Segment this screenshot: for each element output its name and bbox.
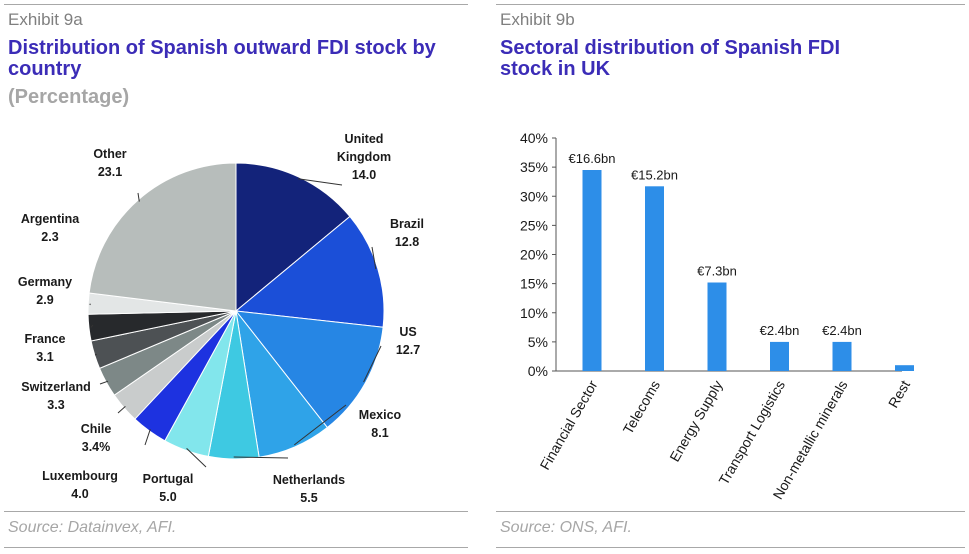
x-category-label-energy-supply: Energy Supply — [666, 378, 725, 465]
bar-data-label-telecoms: €15.2bn — [631, 167, 678, 182]
slice-label-other: Other — [93, 147, 126, 161]
x-category-label-financial-sector: Financial Sector — [537, 377, 601, 472]
slice-label-luxembourg: Luxembourg — [42, 469, 118, 483]
y-tick-label: 25% — [520, 217, 548, 233]
bottom-rule — [4, 511, 468, 512]
y-tick-label: 0% — [528, 363, 548, 379]
bar-financial-sector — [582, 170, 602, 371]
chart-title-line-2: stock in UK — [500, 58, 611, 80]
x-category-label-rest: Rest — [885, 377, 913, 410]
bottom-rule — [496, 511, 965, 512]
bar-telecoms — [645, 186, 664, 371]
slice-value-united-kingdom: 14.0 — [352, 168, 376, 182]
chart-subtitle: (Percentage) — [8, 86, 130, 108]
slice-value-chile: 3.4% — [82, 440, 111, 454]
slice-label-germany: Germany — [18, 275, 72, 289]
leader-line-germany — [90, 324, 94, 328]
leader-line-brazil — [371, 246, 377, 270]
leader-line-netherlands — [233, 456, 289, 459]
chart-title-line-2: country — [8, 58, 82, 80]
pie-slice-other — [88, 162, 237, 312]
slice-value-netherlands: 5.5 — [300, 491, 317, 505]
chart-title: Distribution of Spanish outward FDI stoc… — [8, 38, 436, 80]
bar-rest — [895, 365, 914, 371]
slice-value-mexico: 8.1 — [371, 426, 388, 440]
slice-label-united-kingdom: United — [345, 132, 384, 146]
slice-label-france: France — [25, 332, 66, 346]
y-tick-label: 30% — [520, 188, 548, 204]
y-tick-label: 10% — [520, 305, 548, 321]
slice-label-brazil: Brazil — [390, 217, 424, 231]
chart-title: Sectoral distribution of Spanish FDI sto… — [500, 38, 840, 80]
exhibit-label: Exhibit 9b — [500, 10, 575, 29]
slice-value-us: 12.7 — [396, 343, 420, 357]
footer-rule — [4, 547, 468, 548]
slice-label-netherlands: Netherlands — [273, 473, 345, 487]
x-category-label-transport-logistics: Transport Logistics — [715, 378, 788, 488]
leader-line-chile — [117, 406, 126, 414]
leader-line-portugal — [186, 448, 207, 468]
pie-slice-brazil — [234, 215, 385, 328]
slice-label-mexico: Mexico — [359, 408, 402, 422]
exhibit-label: Exhibit 9a — [8, 10, 83, 29]
leader-line-united-kingdom — [297, 178, 343, 186]
bar-data-label-non-metallic-minerals: €2.4bn — [822, 323, 862, 338]
slice-label-chile: Chile — [81, 422, 112, 436]
y-tick-label: 40% — [520, 130, 548, 146]
leader-line-mexico — [293, 404, 347, 446]
pie-chart: United Kingdom 14.0 Brazil 12.8 US 12.7 Mexico 8… — [18, 132, 424, 505]
y-tick-label: 5% — [528, 334, 548, 350]
slice-label-united-kingdom: Kingdom — [337, 150, 391, 164]
slice-value-other: 23.1 — [98, 165, 122, 179]
exhibit-9a-panel: Exhibit 9a Distribution of Spanish outwa… — [0, 0, 472, 554]
top-rule — [4, 4, 468, 5]
pie-slice-us — [234, 310, 384, 429]
footer-rule — [496, 547, 965, 548]
leader-line-france — [94, 353, 97, 356]
source-note: Source: ONS, AFI. — [500, 519, 632, 536]
slice-value-argentina: 2.3 — [41, 230, 58, 244]
slice-value-germany: 2.9 — [36, 293, 53, 307]
bar-data-label-financial-sector: €16.6bn — [569, 151, 616, 166]
slice-value-france: 3.1 — [36, 350, 53, 364]
x-category-label-telecoms: Telecoms — [620, 378, 663, 437]
slice-value-portugal: 5.0 — [159, 490, 176, 504]
chart-title-line-1: Sectoral distribution of Spanish FDI — [500, 37, 841, 59]
source-note: Source: Datainvex, AFI. — [8, 519, 177, 536]
bar-data-label-energy-supply: €7.3bn — [697, 263, 737, 278]
bar-transport-logistics — [770, 341, 789, 371]
slice-label-portugal: Portugal — [143, 472, 194, 486]
slice-value-brazil: 12.8 — [395, 235, 419, 249]
slice-label-switzerland: Switzerland — [21, 380, 90, 394]
exhibit-9b-panel: Exhibit 9b Sectoral distribution of Span… — [492, 0, 969, 554]
bar-chart: 0% 5% 10% 15% 20% 25% 30% 35% 40% €16.6bn Financia… — [520, 130, 914, 502]
y-tick-label: 15% — [520, 276, 548, 292]
bar-data-label-transport-logistics: €2.4bn — [760, 323, 800, 338]
chart-title-line-1: Distribution of Spanish outward FDI stoc… — [8, 37, 436, 59]
leader-line-us — [363, 345, 382, 383]
slice-value-luxembourg: 4.0 — [71, 487, 88, 501]
slice-label-us: US — [399, 325, 416, 339]
bar-non-metallic-minerals — [832, 341, 852, 371]
y-tick-label: 35% — [520, 159, 548, 175]
pie-slice-united-kingdom — [235, 162, 351, 313]
leader-line-switzerland — [99, 380, 109, 385]
slice-label-argentina: Argentina — [21, 212, 80, 226]
leader-line-other — [137, 192, 140, 202]
leader-line-luxembourg — [144, 429, 151, 446]
top-rule — [496, 4, 965, 5]
y-tick-label: 20% — [520, 247, 548, 263]
slice-value-switzerland: 3.3 — [47, 398, 64, 412]
bar-energy-supply — [707, 282, 727, 371]
